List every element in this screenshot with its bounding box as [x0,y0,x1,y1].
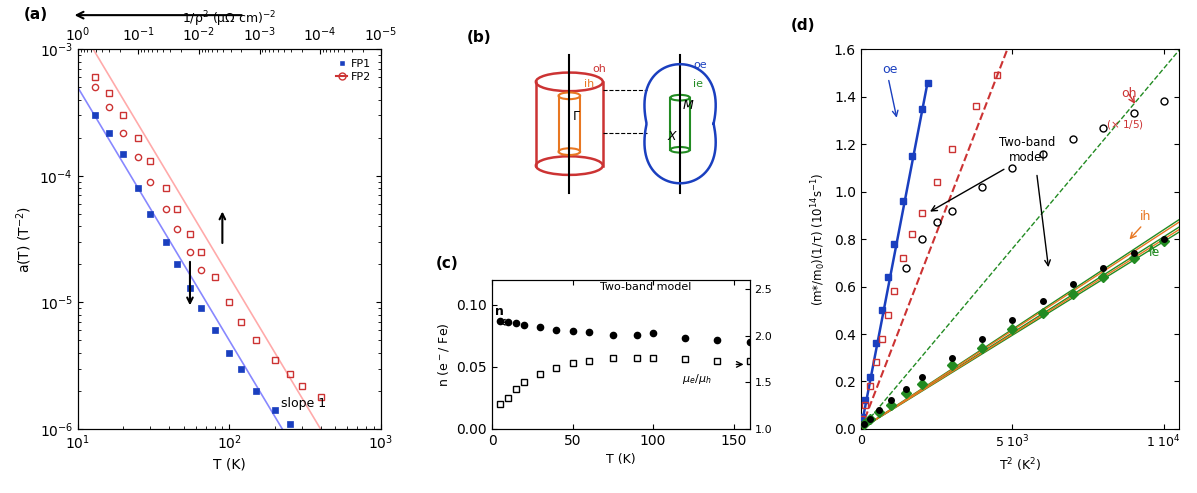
X-axis label: T (K): T (K) [213,458,245,472]
Text: (b): (b) [467,30,491,45]
Text: $\mu_e/\mu_h$: $\mu_e/\mu_h$ [682,372,711,386]
Text: X: X [667,131,676,143]
Text: ie: ie [1149,246,1160,259]
Text: oh: oh [1122,87,1137,100]
Text: (a): (a) [23,7,48,22]
Text: (d): (d) [791,18,815,34]
X-axis label: T$^2$ (K$^2$): T$^2$ (K$^2$) [998,456,1041,474]
Text: oe: oe [882,63,898,76]
Text: ih: ih [583,78,594,89]
Text: Two-band
model: Two-band model [999,136,1056,164]
X-axis label: 1/ρ$^2$ (μΩ cm)$^{-2}$: 1/ρ$^2$ (μΩ cm)$^{-2}$ [182,9,277,29]
Y-axis label: (m*/m$_0$)(1/τ) (10$^{14}$s$^{-1}$): (m*/m$_0$)(1/τ) (10$^{14}$s$^{-1}$) [809,173,828,306]
Text: $\Gamma$: $\Gamma$ [572,110,581,123]
Text: Two-band model: Two-band model [600,282,692,292]
Text: oe: oe [693,60,706,70]
Text: ih: ih [1140,210,1152,223]
Y-axis label: n (e$^-$/ Fe): n (e$^-$/ Fe) [436,322,451,387]
Text: slope 1: slope 1 [281,397,327,410]
X-axis label: T (K): T (K) [606,454,636,466]
Y-axis label: a(T) (T$^{-2}$): a(T) (T$^{-2}$) [14,206,34,273]
Legend: FP1, FP2: FP1, FP2 [332,55,375,86]
Text: oh: oh [593,64,607,73]
Text: (c): (c) [436,256,458,271]
Text: ie: ie [693,78,703,89]
Text: M: M [682,99,693,112]
Text: ($\times$ 1/5): ($\times$ 1/5) [1106,118,1144,131]
Text: n: n [496,305,504,318]
